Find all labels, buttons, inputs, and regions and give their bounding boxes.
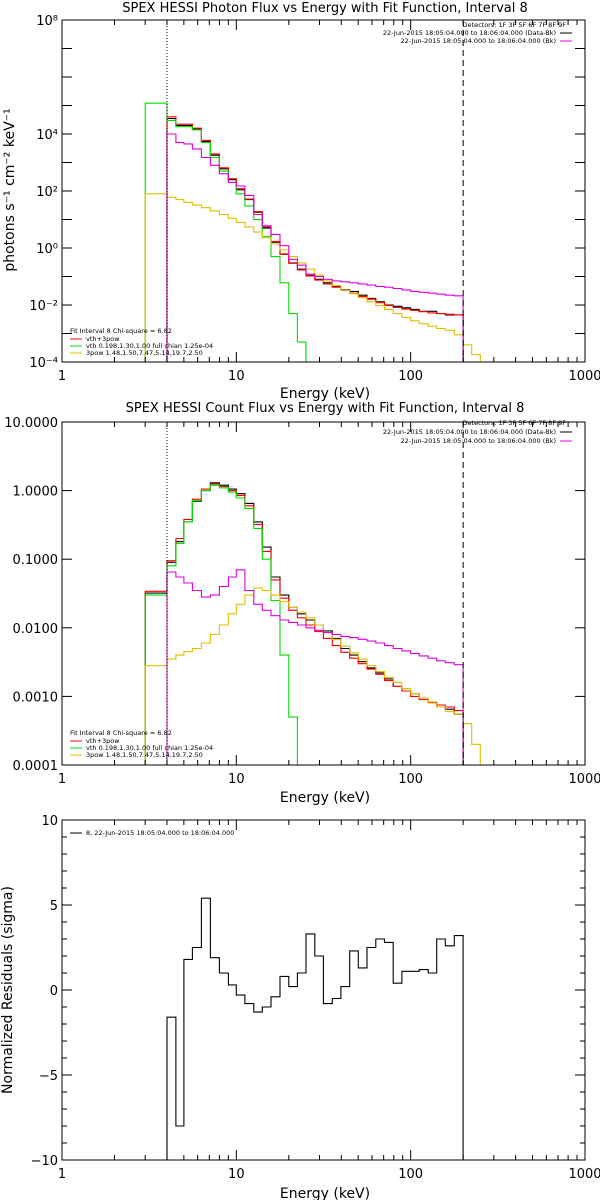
panel1-legend-right: Detectors: 1F 3F 5F 6F 7F 8F 9F 22-Jun-2… (383, 21, 572, 45)
legend-right-line-1: Detectors: 1F 3F 5F 6F 7F 8F 9F (463, 21, 567, 29)
x-tick-label: 1000 (568, 1167, 600, 1182)
panel1-ylabel: photons s⁻¹ cm⁻² keV⁻¹ (2, 108, 18, 271)
y-tick-label: −5 (39, 1069, 58, 1084)
x-tick-label: 100 (398, 1167, 423, 1182)
legend-line-1: 8, 22-Jun-2015 18:05:04.000 to 18:06:04.… (86, 829, 234, 837)
y-tick-label: 10.0000 (4, 416, 58, 431)
series-line-1 (166, 897, 464, 1160)
series-line-5 (166, 133, 464, 362)
x-tick-label: 10 (228, 1167, 245, 1182)
y-tick-label: 10⁻² (29, 299, 58, 314)
series-line-2 (144, 483, 464, 765)
x-tick-label: 1000 (568, 772, 600, 787)
x-tick-label: 10 (228, 369, 245, 384)
legend-left-line-1: Fit Interval 8 Chi-square = 6.82 (70, 729, 172, 737)
panel1-legend-left: Fit Interval 8 Chi-square = 6.82 vth+3po… (70, 327, 213, 357)
x-tick-label: 1 (58, 369, 66, 384)
legend-right-line-2: 22-Jun-2015 18:05:04.000 to 18:06:04.000… (383, 29, 556, 37)
y-tick-label: 10 (41, 814, 58, 829)
y-tick-label: 10⁸ (36, 14, 58, 29)
x-tick-label: 100 (398, 772, 423, 787)
panel2-xlabel: Energy (keV) (280, 790, 370, 806)
series-line-4 (144, 587, 490, 765)
series-line-2 (166, 116, 464, 362)
x-tick-label: 10 (228, 772, 245, 787)
legend-left-line-4: 3pow 1.48,1.50,7.47,5.14,19.7,2.50 (86, 751, 203, 759)
panel1-xlabel: Energy (keV) (280, 386, 370, 402)
legend-right-line-1: Detectors: 1F 3F 5F 6F 7F 8F 9F (463, 419, 567, 427)
y-tick-label: 0.0100 (13, 622, 59, 637)
legend-left-line-3: vth 0.198,1.30,1.00 full chian 1.25e-04 (86, 342, 213, 350)
y-tick-label: 0.0001 (13, 759, 59, 774)
panel2-plot-area: 1 10 100 1000 0.0001 0.0010 0.0100 0.1000 1.0000… (4, 416, 600, 787)
axes-frame (61, 19, 586, 363)
panel3-xlabel: Energy (keV) (280, 1186, 370, 1200)
y-tick-label: 10⁴ (36, 128, 58, 143)
panel2-title: SPEX HESSI Count Flux vs Energy with Fit… (126, 401, 525, 416)
legend-right-line-3: 22-Jun-2015 18:05:04.000 to 18:06:04.000… (401, 437, 556, 445)
legend-right-line-2: 22-Jun-2015 18:05:04.000 to 18:06:04.000… (383, 428, 556, 436)
legend-left-line-3: vth 0.198,1.30,1.00 full chian 1.25e-04 (86, 744, 213, 752)
x-tick-label: 100 (398, 369, 423, 384)
legend-left-line-1: Fit Interval 8 Chi-square = 6.82 (70, 327, 172, 335)
y-tick-label: 10⁻⁴ (29, 356, 58, 371)
series-line-1 (166, 117, 464, 362)
y-tick-label: 5 (50, 899, 58, 914)
panel3-ylabel: Normalized Residuals (sigma) (0, 886, 16, 1094)
legend-right-line-3: 22-Jun-2015 18:05:04.000 to 18:06:04.000… (401, 37, 556, 45)
x-tick-label: 1000 (568, 369, 600, 384)
axes-frame (61, 421, 586, 766)
series-line-1 (144, 482, 464, 765)
legend-left-line-2: vth+3pow (86, 335, 120, 343)
panel-residuals: 1 10 100 1000 −10 −5 0 5 10 Energy (keV) Normali… (0, 814, 600, 1200)
series-line-3 (144, 102, 316, 362)
y-tick-label: 10⁰ (36, 242, 58, 257)
panel-count-flux: SPEX HESSI Count Flux vs Energy with Fit… (4, 401, 600, 806)
y-tick-label: 10² (36, 185, 58, 200)
panel3-legend: 8, 22-Jun-2015 18:05:04.000 to 18:06:04.… (70, 829, 234, 837)
y-tick-label: 0.1000 (13, 553, 59, 568)
y-tick-label: 0 (50, 984, 58, 999)
panel3-plot-area: 1 10 100 1000 −10 −5 0 5 10 (31, 814, 600, 1182)
panel2-legend-left: Fit Interval 8 Chi-square = 6.82 vth+3po… (70, 729, 213, 759)
panel-photon-flux: SPEX HESSI Photon Flux vs Energy with Fi… (2, 1, 600, 402)
y-tick-label: 0.0010 (13, 690, 59, 705)
x-tick-label: 1 (58, 1167, 66, 1182)
legend-left-line-4: 3pow 1.48,1.50,7.47,5.14,19.7,2.50 (86, 349, 203, 357)
x-tick-label: 1 (58, 772, 66, 787)
panel2-legend-right: Detectors: 1F 3F 5F 6F 7F 8F 9F 22-Jun-2… (383, 419, 572, 445)
series-line-3 (144, 484, 307, 765)
y-tick-label: 1.0000 (13, 485, 59, 500)
panel1-plot-area: 1 10 100 1000 10⁻⁴ 10⁻² 10⁰ 10² 10⁴ 10⁸ (29, 14, 600, 384)
panel1-title: SPEX HESSI Photon Flux vs Energy with Fi… (122, 1, 528, 16)
y-tick-label: −10 (31, 1154, 58, 1169)
series-line-5 (166, 569, 464, 765)
legend-left-line-2: vth+3pow (86, 737, 120, 745)
